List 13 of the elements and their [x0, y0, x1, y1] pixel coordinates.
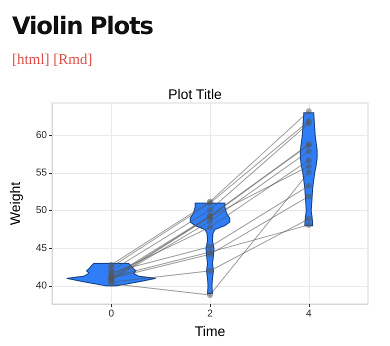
chart-title: Plot Title — [168, 86, 222, 102]
y-tick-label: 45 — [36, 242, 48, 254]
y-tick-label: 60 — [36, 130, 48, 141]
y-tick-label: 50 — [36, 205, 48, 216]
text: [html] [Rmd] — [12, 52, 92, 69]
y-tick-label: 55 — [36, 168, 48, 179]
y-tick-label: 40 — [36, 280, 48, 292]
x-tick-label: 2 — [207, 308, 214, 320]
x-tick-label: 4 — [306, 308, 312, 320]
x-tick-label: 0 — [108, 308, 114, 320]
text: Violin Plots — [12, 12, 153, 40]
x-axis-title: Time — [194, 322, 226, 339]
y-axis-title: Weight — [7, 182, 23, 226]
